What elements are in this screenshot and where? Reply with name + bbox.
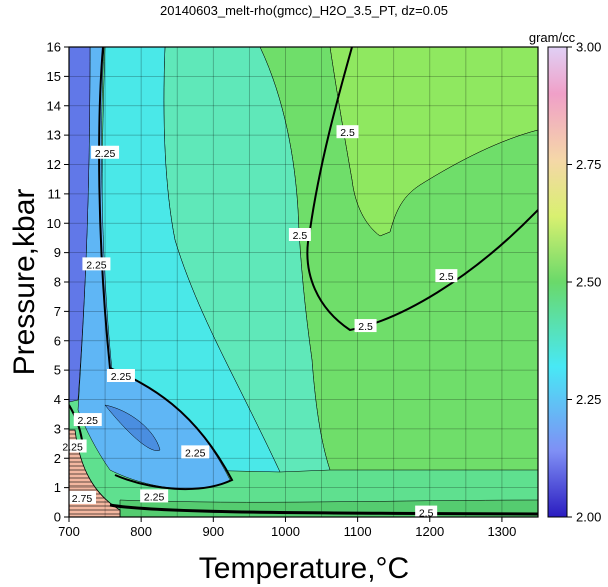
contour-label: 2.25 [78,415,99,427]
contour-label-bg [288,228,311,241]
x-tick-label: 1100 [344,524,372,539]
y-axis-label: Pressure,kbar [8,189,41,376]
contour-label: 2.25 [144,491,165,503]
x-tick-label: 1200 [415,524,444,539]
colorbar-tick-label: 2.25 [576,392,601,407]
y-tick-label: 9 [54,245,61,260]
y-tick-label: 10 [47,216,61,231]
contour-label: 2.5 [419,508,434,520]
colorbar-tick-label: 3.00 [576,40,601,55]
x-axis-label: Temperature,°C [199,552,409,585]
y-tick-label: 14 [47,98,61,113]
colorbar-ticks: 2.00 2.25 2.50 2.75 3.00 [567,40,601,525]
colorbar-gradient [547,46,568,518]
y-tick-label: 3 [54,421,61,436]
contour-label: 2.5 [358,321,373,333]
contour-label: 2.25 [62,442,83,454]
y-tick-label: 2 [54,451,61,466]
contour-label-bg [415,505,438,519]
x-tick-label: 1300 [487,524,516,539]
grid-lines [69,47,538,517]
x-tick-label: 700 [58,524,80,539]
plot-area [69,47,538,517]
contour-label-bg [73,413,102,427]
contour-label: 2.5 [340,127,355,139]
contour-label-bg [140,489,169,503]
contour-label: 2.75 [72,493,93,505]
y-tick-label: 7 [54,304,61,319]
colorbar-unit-label: gram/cc [529,30,576,45]
band-blue-edge [69,47,91,403]
contour-label-bg [82,257,111,271]
colorbar-tick-label: 2.00 [576,510,601,525]
contour-label-bg [106,369,135,382]
contour-label: 2.5 [439,271,454,283]
contour-label-bg [58,439,87,453]
contour-label: 2.25 [95,148,116,160]
x-tick-label: 900 [202,524,224,539]
contour-label: 2.25 [111,371,132,383]
y-tick-label: 5 [54,363,61,378]
contour-label-bg [336,125,359,139]
y-tick-label: 6 [54,333,61,348]
colorbar-tick-label: 2.75 [576,157,601,172]
y-tick-label: 16 [47,40,61,55]
contour-label-bg [181,445,210,459]
y-tick-label: 4 [54,392,61,407]
contour-labels: 2.25 2.25 2.25 2.25 2.25 2.25 2.25 2.5 2.5 2.5 2.5… [58,125,458,520]
colorbar: gram/cc 2.00 2.25 2.50 2.75 3.00 [529,30,601,525]
axis-ticks: 700 800 900 1000 1100 1200 1300012345678910111… [47,40,517,540]
y-tick-label: 12 [47,157,61,172]
y-tick-label: 1 [54,480,61,495]
colorbar-tick-label: 2.50 [576,275,601,290]
y-tick-label: 8 [54,275,61,290]
y-tick-label: 15 [47,69,61,84]
contour-label-bg [91,145,120,159]
y-tick-label: 11 [48,186,62,201]
contour-label: 2.25 [86,259,107,271]
band-blue-pocket [104,404,161,451]
contour-label-bg [435,269,458,283]
x-tick-label: 1000 [271,524,300,539]
x-tick-label: 800 [130,524,152,539]
chart-title: 20140603_melt-rho(gmcc)_H2O_3.5_PT, dz=0… [160,3,448,18]
contour-label-bg [67,490,96,504]
y-tick-label: 0 [54,510,61,525]
contour-label: 2.5 [293,230,308,242]
contour-label: 2.25 [185,447,206,459]
contour-label-bg [354,319,377,333]
y-tick-label: 13 [47,128,61,143]
contour-2-5 [306,47,538,332]
